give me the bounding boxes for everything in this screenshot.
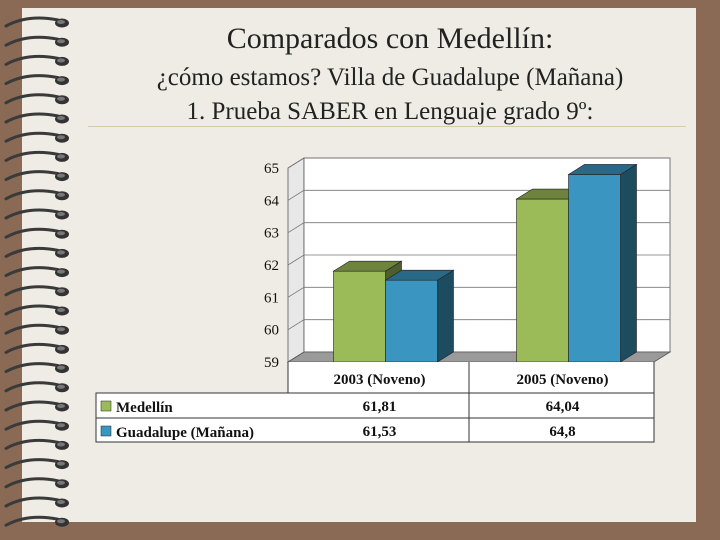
- slide-subtitle: ¿cómo estamos? Villa de Guadalupe (Mañan…: [156, 64, 624, 91]
- gridline: [287, 157, 670, 169]
- spiral-ring: [4, 362, 69, 374]
- spiral-ring: [4, 54, 69, 66]
- spiral-ring: [4, 246, 69, 258]
- spiral-ring: [4, 342, 69, 354]
- spiral-ring: [4, 285, 69, 297]
- legend-label: Medellín: [116, 400, 173, 416]
- spiral-ring: [4, 150, 69, 162]
- spiral-ring: [4, 323, 69, 335]
- spiral-binding: [4, 16, 69, 527]
- slide-subtitle-2: 1. Prueba SABER en Lenguaje grado 9º:: [186, 98, 594, 125]
- spiral-ring: [4, 93, 69, 105]
- x-tick-label: 2005 (Noveno): [516, 372, 608, 388]
- data-label: 61,53: [363, 424, 397, 440]
- y-tick-label: 63: [264, 226, 279, 242]
- spiral-ring: [4, 35, 69, 47]
- spiral-ring: [4, 266, 69, 278]
- y-tick-label: 59: [264, 355, 279, 371]
- spiral-ring: [4, 131, 69, 143]
- y-tick-label: 64: [264, 193, 280, 209]
- spiral-ring: [4, 477, 69, 489]
- bar: [384, 269, 455, 363]
- title-divider: [88, 126, 686, 127]
- spiral-ring: [4, 189, 69, 201]
- bar: [567, 163, 638, 363]
- spiral-ring: [4, 419, 69, 431]
- y-tick-label: 60: [264, 323, 279, 339]
- legend-swatch: [100, 400, 112, 412]
- spiral-ring: [4, 438, 69, 450]
- spiral-ring: [4, 304, 69, 316]
- spiral-ring: [4, 208, 69, 220]
- y-tick-label: 61: [264, 290, 279, 306]
- slide-title: Comparados con Medellín:: [226, 22, 554, 55]
- legend-label: Guadalupe (Mañana): [116, 425, 254, 441]
- x-tick-label: 2003 (Noveno): [333, 372, 425, 388]
- y-tick-label: 65: [264, 161, 279, 177]
- spiral-ring: [4, 458, 69, 470]
- data-label: 64,04: [546, 399, 580, 415]
- legend-swatch: [100, 425, 112, 437]
- data-label: 61,81: [363, 399, 397, 415]
- spiral-ring: [4, 400, 69, 412]
- spiral-ring: [4, 74, 69, 86]
- spiral-ring: [4, 496, 69, 508]
- data-table: [95, 362, 655, 443]
- spiral-ring: [4, 227, 69, 239]
- y-tick-label: 62: [264, 258, 279, 274]
- spiral-ring: [4, 170, 69, 182]
- spiral-ring: [4, 112, 69, 124]
- spiral-ring: [4, 515, 69, 527]
- spiral-ring: [4, 381, 69, 393]
- spiral-ring: [4, 16, 69, 28]
- data-label: 64,8: [549, 424, 575, 440]
